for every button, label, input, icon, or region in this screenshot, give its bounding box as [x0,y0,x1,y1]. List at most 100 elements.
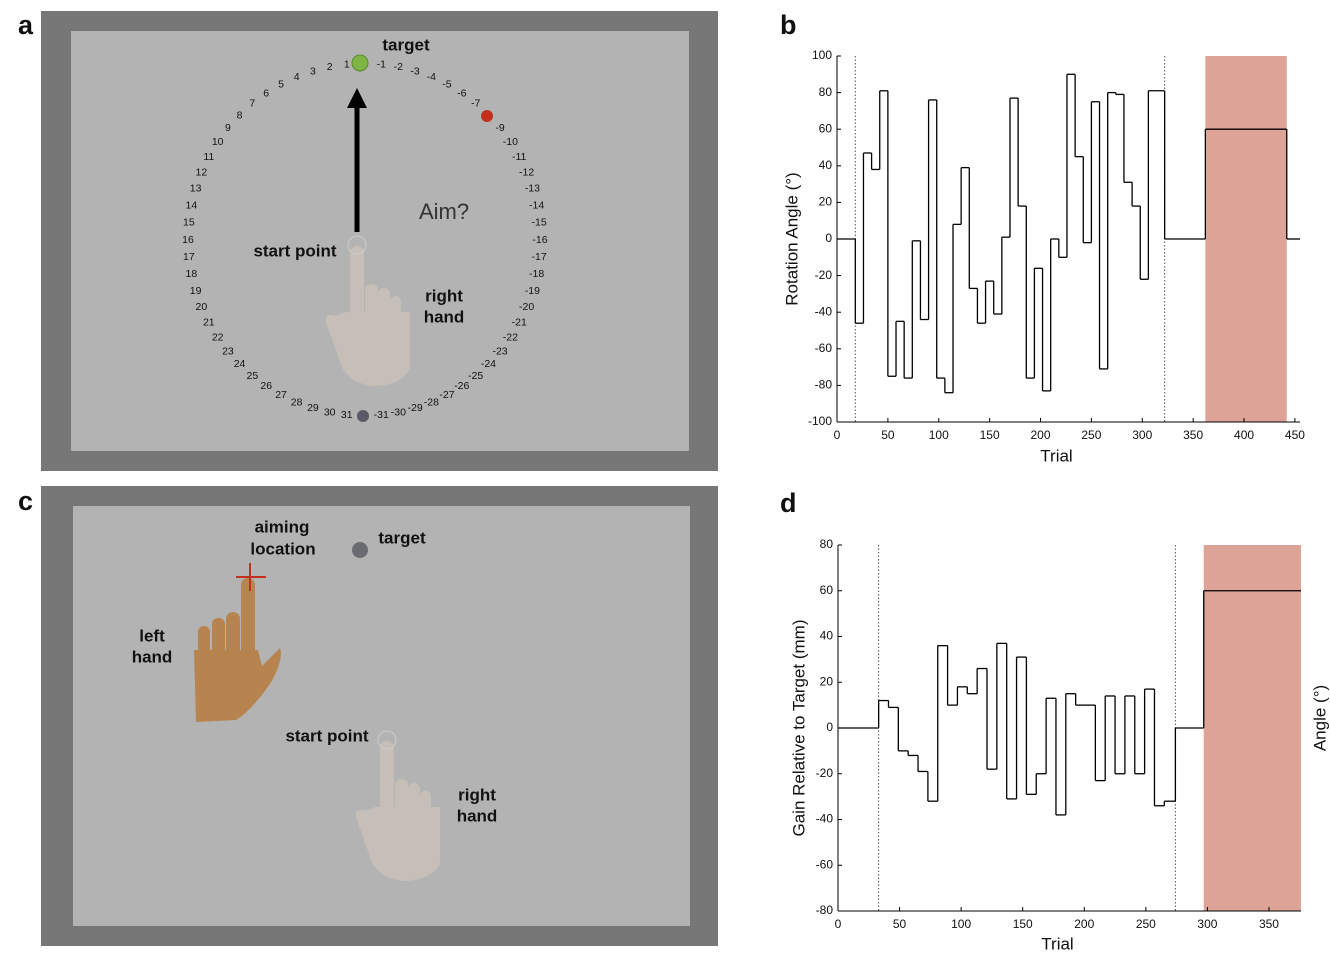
y-tick-label: 60 [820,583,834,597]
ring-label: -7 [471,98,480,110]
y-tick-label: 20 [820,674,834,688]
target-dot [352,542,368,558]
ring-label: -27 [439,389,454,401]
y-tick-label: 80 [820,537,834,551]
y-tick-label: 20 [819,195,833,209]
x-tick-label: 100 [951,917,971,931]
ring-label: 22 [212,332,224,344]
ring-label: 2 [327,61,333,73]
ring-label: -15 [532,217,547,229]
x-tick-label: 200 [1074,917,1094,931]
ring-label: -31 [374,409,389,421]
ring-label: 18 [186,268,198,280]
ring-label: 24 [234,358,246,370]
start-label: start point [285,726,368,745]
x-axis-label: Trial [1040,446,1072,465]
x-tick-label: 250 [1081,428,1101,442]
ring-label: 19 [190,285,202,297]
x-tick-label: 250 [1136,917,1156,931]
ring-label: -22 [503,332,518,344]
ring-label: 25 [247,370,259,382]
ring-label: 12 [196,166,208,178]
y-tick-label: -40 [815,304,833,318]
screen [71,31,689,451]
y-tick-label: -20 [815,268,833,282]
y-tick-label: -80 [815,378,833,392]
x-tick-label: 400 [1234,428,1254,442]
x-tick-label: 350 [1259,917,1279,931]
aim-label: aiming [255,517,310,536]
hand-label: right [425,286,463,305]
ring-label: -12 [519,166,534,178]
ring-label: 30 [324,406,336,418]
ring-label: -13 [525,183,540,195]
panel-label: c [18,486,33,516]
ring-label: 23 [222,345,234,357]
hand-label: hand [132,647,173,666]
y-tick-label: -80 [816,903,834,917]
x-tick-label: 50 [893,917,907,931]
ring-label: 6 [263,87,269,99]
hand-label: hand [424,307,465,326]
ring-label: 20 [196,301,208,313]
aim-label: location [250,539,315,558]
ring-label: -25 [468,370,483,382]
hand-label: left [139,626,165,645]
panel-label: d [780,488,797,518]
ring-label: -5 [442,79,451,91]
ring-label: 1 [344,59,350,71]
panel-label: b [780,10,797,40]
x-tick-label: 450 [1285,428,1305,442]
x-tick-label: 150 [980,428,1000,442]
ring-label: -20 [519,301,534,313]
ring-label: 16 [182,234,194,246]
ring-label: -21 [512,317,527,329]
ring-label: -23 [492,345,507,357]
ring-label: 10 [212,136,224,148]
ring-label: 7 [249,98,255,110]
ring-label: -1 [377,59,386,71]
y-tick-label: 60 [819,121,833,135]
ring-label: -9 [495,122,504,134]
y-tick-label: 0 [826,720,833,734]
prompt: Aim? [419,199,469,224]
target-label: target [378,528,426,547]
x-tick-label: 200 [1031,428,1051,442]
ring-label: -17 [532,251,547,263]
ring-label: 15 [183,217,195,229]
hand-label: right [458,785,496,804]
ring-label: -10 [503,136,518,148]
ring-label: 17 [183,251,195,263]
y-tick-label: 40 [819,158,833,172]
ring-label: -6 [457,87,466,99]
y-tick-label: 80 [819,85,833,99]
y-tick-label: -40 [816,812,834,826]
y-tick-label: -100 [808,414,832,428]
y-tick-label: -60 [815,341,833,355]
ring-label: -11 [512,151,527,163]
ring-label: -28 [424,396,439,408]
x-tick-label: 100 [929,428,949,442]
ring-label: -4 [427,71,436,83]
y-axis-label: Rotation Angle (°) [782,172,801,305]
start-label: start point [253,241,336,260]
y2-axis-label: Angle (°) [1310,685,1329,751]
ring-label: -18 [529,268,544,280]
ring-label: 26 [260,380,272,392]
ring-label: -16 [532,234,547,246]
figure: 1234567891011121314151617181920212223242… [0,0,1330,954]
y-axis-label: Gain Relative to Target (mm) [789,620,808,837]
y-tick-label: 0 [825,231,832,245]
ring-label: 9 [225,122,231,134]
ring-label: 5 [278,79,284,91]
ring-label: 29 [307,402,319,414]
y-tick-label: 40 [820,629,834,643]
x-axis-label: Trial [1041,934,1073,953]
y-tick-label: 100 [812,48,832,62]
x-tick-label: 150 [1013,917,1033,931]
ring-label: 4 [294,71,300,83]
ring-label: 3 [310,65,316,77]
ring-label: 11 [203,151,214,163]
ring-label: -29 [407,402,422,414]
x-tick-label: 300 [1197,917,1217,931]
